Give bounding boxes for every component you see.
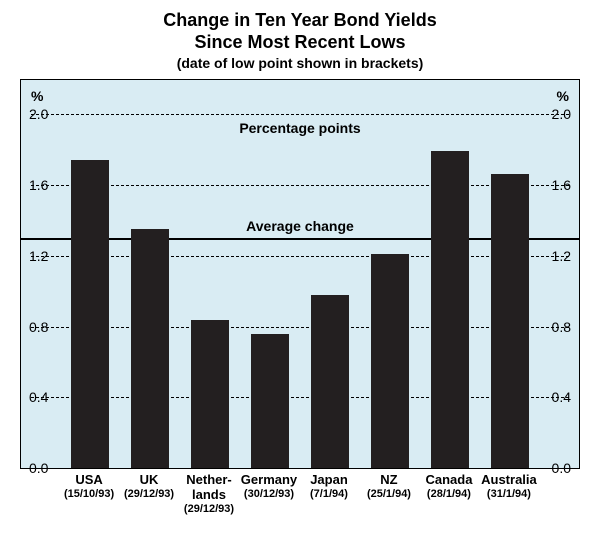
category-label: Australia [473, 473, 545, 488]
bar [371, 254, 408, 468]
title-line-2: Since Most Recent Lows [0, 32, 600, 54]
x-label: Australia(31/1/94) [473, 473, 545, 501]
bar [251, 334, 288, 469]
subtitle: (date of low point shown in brackets) [0, 55, 600, 71]
chart-title-block: Change in Ten Year Bond Yields Since Mos… [0, 0, 600, 71]
bar [131, 229, 168, 468]
date-label: (31/1/94) [473, 488, 545, 501]
x-axis-labels: USA(15/10/93)UK(29/12/93)Nether-lands(29… [20, 473, 580, 523]
chart: % % 0.00.00.40.40.80.81.21.21.61.62.02.0… [20, 79, 580, 523]
bar [191, 320, 228, 469]
bars-layer [21, 80, 579, 468]
bar [491, 174, 528, 468]
date-label: (29/12/93) [173, 503, 245, 516]
bar [431, 151, 468, 468]
bar [71, 160, 108, 468]
plot-area: % % 0.00.00.40.40.80.81.21.21.61.62.02.0… [20, 79, 580, 469]
bar [311, 295, 348, 468]
title-line-1: Change in Ten Year Bond Yields [0, 10, 600, 32]
